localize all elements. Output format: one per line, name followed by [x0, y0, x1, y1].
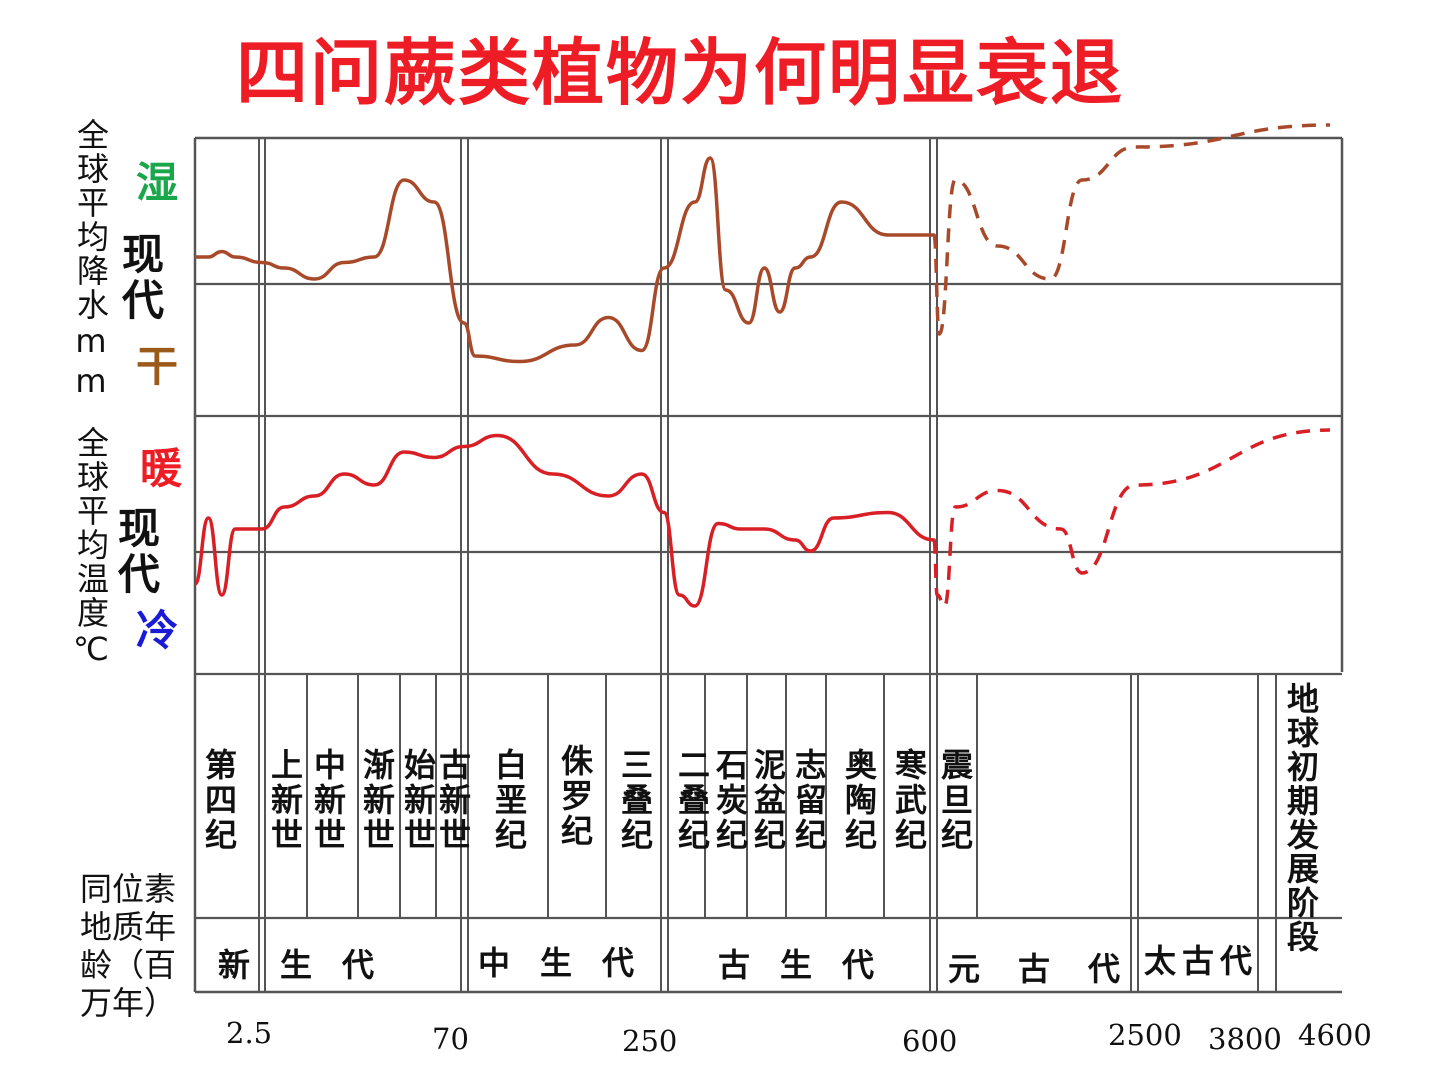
x-tick: 600 [902, 1024, 958, 1058]
period-label: 三叠纪 [616, 748, 654, 853]
precip-present-label: 现代 [122, 230, 165, 325]
precip-axis-label: 全球平均降水mm [72, 118, 110, 402]
period-label: 二叠纪 [673, 748, 711, 853]
x-tick: 3800 [1208, 1022, 1282, 1056]
period-label: 寒武纪 [890, 748, 928, 853]
period-label: 上新世 [266, 748, 304, 853]
x-tick: 2500 [1108, 1018, 1182, 1052]
period-label: 侏罗纪 [556, 744, 594, 849]
era-label: 地球初期发展阶段 [1282, 682, 1320, 954]
precip-series-line [194, 156, 934, 364]
period-label: 石炭纪 [711, 748, 749, 853]
era-label: 中生代 [478, 944, 665, 982]
precip-wet-label: 湿 [136, 158, 179, 207]
period-label: 泥盆纪 [749, 748, 787, 853]
temp-series-line [932, 428, 1331, 608]
x-tick: 4600 [1298, 1018, 1372, 1052]
x-tick: 2.5 [226, 1016, 273, 1050]
temp-axis-label: 全球平均温度℃ [72, 426, 110, 670]
period-label: 渐新世 [358, 748, 396, 853]
period-label: 震旦纪 [936, 748, 974, 853]
x-tick: 250 [622, 1024, 678, 1058]
precip-dry-label: 干 [136, 342, 179, 391]
chart-title: 四问蕨类植物为何明显衰退 [235, 31, 1124, 115]
era-label: 太古代 [1144, 942, 1259, 980]
period-label: 第四纪 [200, 748, 238, 853]
temp-warm-label: 暖 [140, 444, 183, 493]
era-label: 元古代 [948, 950, 1159, 988]
period-label: 奥陶纪 [840, 748, 878, 853]
age-axis-label: 同位素地质年龄（百万年） [80, 870, 177, 1022]
temp-present-label: 现代 [118, 504, 161, 599]
precip-series-line [932, 123, 1331, 336]
period-label: 始新世 [399, 748, 437, 853]
chart-grid [193, 136, 1344, 994]
x-tick: 70 [432, 1022, 469, 1056]
period-label: 中新世 [309, 748, 347, 853]
period-label: 白垩纪 [490, 748, 528, 853]
era-label: 古生代 [718, 946, 905, 984]
temp-series-line [193, 433, 935, 608]
period-label: 古新世 [434, 748, 472, 853]
period-label: 志留纪 [790, 748, 828, 853]
chart-lines [193, 123, 1331, 608]
temp-cold-label: 冷 [136, 606, 179, 655]
era-label: 新生代 [218, 946, 405, 984]
